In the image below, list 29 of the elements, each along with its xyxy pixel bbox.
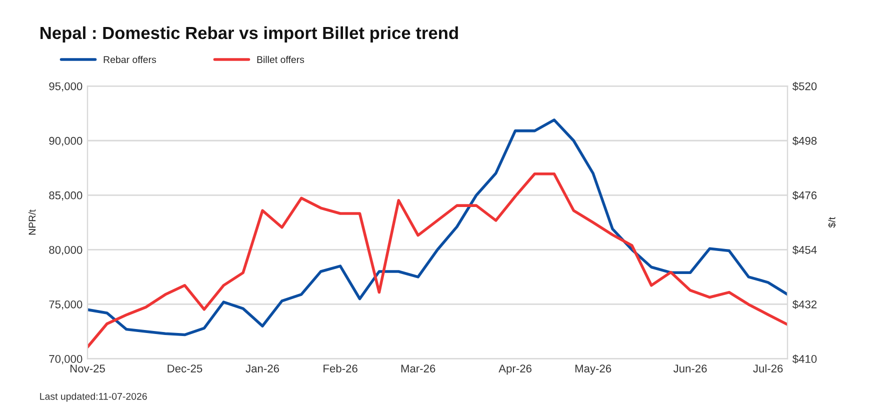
- legend-label: Rebar offers: [104, 56, 156, 64]
- y2-tick-label: $520: [792, 82, 817, 91]
- y2-tick-label: $432: [792, 300, 817, 310]
- y-tick-label: 80,000: [49, 246, 82, 256]
- y-axis-title: NPR/t: [28, 210, 36, 235]
- x-tick-label: Feb-26: [324, 364, 358, 372]
- y2-axis-title: $/t: [828, 217, 836, 228]
- text: Last updated:11-07-2026: [40, 392, 147, 402]
- y2-tick-label: $454: [792, 245, 817, 254]
- y-tick-label: 85,000: [49, 191, 82, 201]
- legend-label: Billet offers: [257, 56, 304, 64]
- line-series: [88, 172, 788, 348]
- x-tick-label: Mar-26: [401, 364, 436, 372]
- x-tick-label: Nov-25: [70, 364, 105, 372]
- x-tick-label: Jun-26: [673, 364, 707, 372]
- y-tick-label: 95,000: [49, 82, 82, 92]
- x-tick-label: Dec-25: [168, 364, 202, 372]
- y2-tick-label: $498: [792, 136, 817, 146]
- y2-tick-label: $410: [792, 354, 817, 364]
- line-series: [88, 118, 788, 336]
- chart-title: Nepal : Domestic Rebar vs import Billet price trend: [40, 26, 458, 43]
- x-tick-label: Jan-26: [246, 364, 279, 372]
- y-tick-label: 90,000: [49, 136, 82, 146]
- x-tick-label: Apr-26: [498, 364, 532, 375]
- y-tick-label: 75,000: [49, 300, 82, 310]
- x-tick-label: May-26: [575, 364, 612, 375]
- y2-tick-label: $476: [792, 190, 817, 200]
- y-tick-label: 70,000: [49, 355, 82, 364]
- x-tick-label: Jul-26: [753, 364, 783, 372]
